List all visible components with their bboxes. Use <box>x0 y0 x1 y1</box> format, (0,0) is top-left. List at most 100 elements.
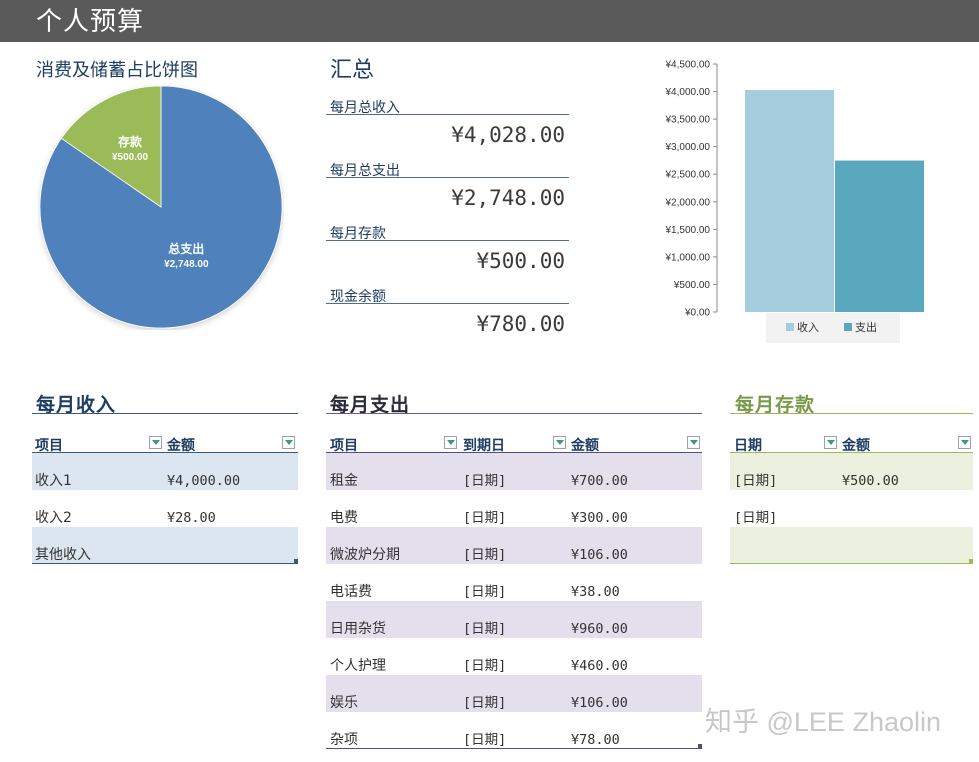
table-cell: 娱乐 <box>330 695 358 711</box>
y-tick-label: ¥4,500.00 <box>665 60 711 71</box>
table-cell: 电话费 <box>330 584 372 600</box>
table-cell: [日期] <box>463 510 507 526</box>
table-resize-handle[interactable] <box>698 744 702 748</box>
table-cell: ¥700.00 <box>571 473 628 489</box>
table-row[interactable]: 日用杂货 [日期] ¥960.00 <box>326 601 702 638</box>
table-row[interactable]: 个人护理 [日期] ¥460.00 <box>326 638 702 675</box>
table-bottom-border <box>326 748 702 749</box>
column-header: 金额 <box>842 438 870 454</box>
expense-section-title: 每月支出 <box>330 394 411 416</box>
y-tick-label: ¥2,000.00 <box>665 197 711 208</box>
savings-table: 日期 金额 [日期] ¥500.00 [日期] <box>730 432 973 602</box>
column-header: 金额 <box>167 438 195 454</box>
summary-value: ¥780.00 <box>476 312 565 336</box>
table-cell: [日期] <box>734 510 778 526</box>
pie-label-name: 存款 <box>117 134 143 149</box>
column-header: 到期日 <box>463 438 505 454</box>
pie-label-name: 总支出 <box>168 241 204 256</box>
table-cell: ¥106.00 <box>571 695 628 711</box>
y-tick-label: ¥500.00 <box>673 280 711 291</box>
table-resize-handle[interactable] <box>969 559 973 563</box>
income-table: 项目 金额 收入1 ¥4,000.00 收入2 ¥28.00 其他收入 <box>32 432 298 572</box>
pie-label-value: ¥2,748.00 <box>164 259 209 270</box>
table-cell: ¥4,000.00 <box>167 473 241 489</box>
bar-0[interactable] <box>745 90 834 312</box>
table-cell: 个人护理 <box>330 658 386 674</box>
table-row[interactable]: 租金 [日期] ¥700.00 <box>326 453 702 490</box>
table-row[interactable]: 杂项 [日期] ¥78.00 <box>326 712 702 749</box>
legend-label: 收入 <box>797 320 819 334</box>
filter-dropdown-icon[interactable] <box>444 436 457 449</box>
legend-label: 支出 <box>855 320 877 334</box>
table-cell: ¥300.00 <box>571 510 628 526</box>
pie-chart-title: 消费及储蓄占比饼图 <box>36 60 198 81</box>
y-tick-label: ¥3,500.00 <box>665 115 711 126</box>
summary-divider <box>326 303 569 304</box>
table-row[interactable]: [日期] ¥500.00 <box>730 453 973 490</box>
income-expense-bar-chart[interactable]: ¥0.00 ¥500.00 ¥1,000.00 ¥1,500.00 ¥2,000.00 ¥… <box>640 50 930 350</box>
header-divider <box>32 452 298 453</box>
table-resize-handle[interactable] <box>294 559 298 563</box>
column-header: 日期 <box>734 438 762 454</box>
pie-label-value: ¥500.00 <box>112 152 149 163</box>
table-row[interactable]: 收入2 ¥28.00 <box>32 490 298 527</box>
table-cell: ¥28.00 <box>167 510 216 526</box>
pie-slice-1[interactable] <box>60 85 162 208</box>
table-cell: [日期] <box>463 473 507 489</box>
summary-divider <box>326 240 569 241</box>
y-tick-label: ¥2,500.00 <box>665 170 711 181</box>
summary-title: 汇总 <box>330 58 375 83</box>
summary-value: ¥4,028.00 <box>451 123 565 147</box>
pie-chart[interactable]: 总支出 ¥2,748.00 存款 ¥500.00 <box>38 84 284 330</box>
legend-swatch <box>844 323 852 331</box>
filter-dropdown-icon[interactable] <box>149 436 162 449</box>
summary-divider <box>326 114 569 115</box>
summary-label: 每月总支出 <box>330 163 400 179</box>
summary-label: 每月存款 <box>330 226 386 242</box>
y-tick-label: ¥1,500.00 <box>665 225 711 236</box>
filter-dropdown-icon[interactable] <box>282 436 295 449</box>
table-cell: [日期] <box>463 732 507 748</box>
title-bar: 个人预算 <box>0 0 979 42</box>
table-row[interactable]: 电话费 [日期] ¥38.00 <box>326 564 702 601</box>
table-cell: 收入2 <box>35 510 72 526</box>
column-header: 项目 <box>330 438 358 454</box>
table-cell: ¥960.00 <box>571 621 628 637</box>
watermark: 知乎 @LEE Zhaolin <box>705 707 941 737</box>
table-row[interactable]: 收入1 ¥4,000.00 <box>32 453 298 490</box>
y-tick-label: ¥4,000.00 <box>665 87 711 98</box>
table-row[interactable] <box>730 527 973 564</box>
table-cell: 电费 <box>330 510 358 526</box>
y-tick-label: ¥1,000.00 <box>665 252 711 263</box>
table-row[interactable]: 微波炉分期 [日期] ¥106.00 <box>326 527 702 564</box>
summary-divider <box>326 177 569 178</box>
column-header: 金额 <box>571 438 599 454</box>
table-cell: [日期] <box>463 658 507 674</box>
table-cell: 杂项 <box>330 732 358 748</box>
header-divider <box>730 452 973 453</box>
filter-dropdown-icon[interactable] <box>958 436 971 449</box>
expense-title-underline <box>326 413 702 414</box>
table-cell: [日期] <box>463 584 507 600</box>
bar-1[interactable] <box>835 160 924 312</box>
table-row[interactable]: 其他收入 <box>32 527 298 564</box>
table-cell: 收入1 <box>35 473 72 489</box>
filter-dropdown-icon[interactable] <box>553 436 566 449</box>
table-cell: 其他收入 <box>35 547 91 563</box>
table-cell: 租金 <box>330 473 358 489</box>
y-tick-label: ¥0.00 <box>684 308 710 319</box>
table-bottom-border <box>730 563 973 564</box>
table-cell: ¥78.00 <box>571 732 620 748</box>
table-cell: [日期] <box>463 621 507 637</box>
table-cell: [日期] <box>734 473 778 489</box>
filter-dropdown-icon[interactable] <box>687 436 700 449</box>
table-row[interactable]: 电费 [日期] ¥300.00 <box>326 490 702 527</box>
expense-table: 项目 到期日 金额租金 [日期] ¥700.00 电费 [日期] ¥300.00 微波炉分期 [日… <box>326 432 702 752</box>
table-bottom-border <box>32 563 298 564</box>
table-row[interactable]: [日期] <box>730 490 973 527</box>
legend-swatch <box>786 323 794 331</box>
y-tick-label: ¥3,000.00 <box>665 142 711 153</box>
table-row[interactable]: 娱乐 [日期] ¥106.00 <box>326 675 702 712</box>
savings-title-underline <box>730 413 973 414</box>
filter-dropdown-icon[interactable] <box>824 436 837 449</box>
